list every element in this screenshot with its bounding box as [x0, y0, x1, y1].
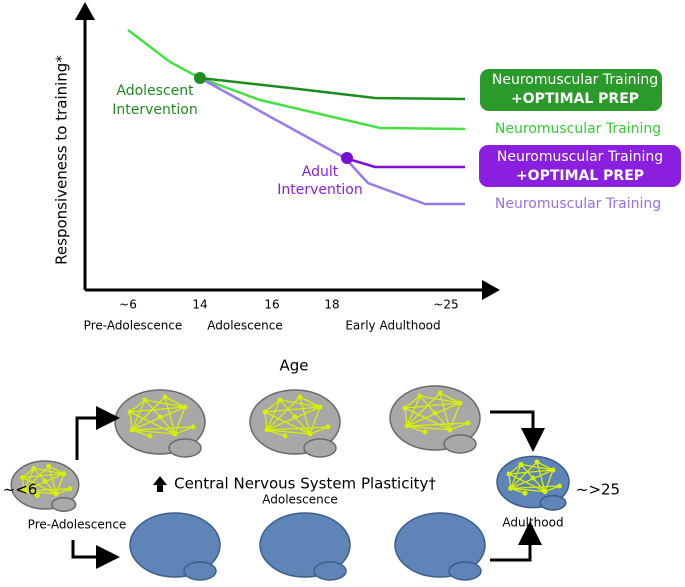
network-node: [162, 394, 168, 400]
network-node: [457, 400, 463, 406]
network-node: [31, 466, 37, 471]
network-node: [46, 463, 52, 469]
annotation: Intervention: [277, 182, 362, 198]
intervention-dot: [341, 152, 353, 164]
annotation: Adult: [302, 164, 339, 180]
intervention-dot: [194, 72, 206, 84]
network-node: [147, 433, 153, 439]
y-axis-label: Responsiveness to training*: [53, 55, 71, 265]
legend-label: Neuromuscular Training: [495, 196, 661, 212]
brain: [129, 512, 221, 578]
legend-label: Neuromuscular Training: [495, 121, 661, 137]
cerebellum: [313, 561, 347, 581]
stage-label: Pre-Adolescence: [28, 518, 127, 532]
x-tick-label: 16: [264, 298, 279, 312]
network-node: [307, 431, 313, 437]
legend-label: Neuromuscular Training: [492, 72, 658, 88]
age-label: ~>25: [576, 481, 620, 499]
network-node: [506, 471, 512, 477]
x-tick-label: 18: [324, 298, 339, 312]
annotation: Adolescent: [116, 83, 194, 99]
cerebellum: [51, 497, 77, 512]
cerebellum: [183, 561, 217, 581]
network-node: [35, 493, 40, 498]
brain-diagram: [10, 385, 570, 581]
network-node: [20, 475, 25, 480]
x-tick-label: ~6: [119, 298, 137, 312]
curve-nmt-prep-adolescent: [199, 76, 466, 101]
network-node: [282, 433, 288, 439]
network-node: [534, 459, 540, 465]
cerebellum: [448, 561, 482, 581]
network-node: [53, 491, 59, 497]
x-tick-label: 14: [192, 298, 207, 312]
plasticity-label: Central Nervous System Plasticity†: [174, 475, 436, 493]
network-node: [417, 393, 423, 399]
cerebellum: [443, 434, 477, 454]
brain: [394, 512, 486, 578]
cerebellum: [303, 438, 337, 458]
network-node: [542, 489, 548, 495]
cerebellum: [168, 438, 202, 458]
legend-box: [479, 145, 681, 187]
network-node: [556, 483, 562, 489]
stage-label: Adolescence: [207, 319, 283, 333]
x-tick-label: ~25: [433, 298, 458, 312]
network-node: [522, 490, 528, 496]
network-node: [404, 423, 410, 429]
network-node: [550, 467, 556, 473]
legend-label: Neuromuscular Training: [497, 149, 663, 165]
curve-nmt-prep-adult: [344, 156, 465, 169]
up-arrow: [153, 476, 167, 492]
stage-label: Adulthood: [502, 516, 563, 530]
network-node: [317, 404, 323, 410]
network-node: [530, 475, 536, 481]
age-label: ~<6: [3, 481, 38, 499]
network-node: [518, 461, 524, 467]
annotation: Intervention: [112, 102, 197, 118]
stage-label: Pre-Adolescence: [84, 319, 183, 333]
network-node: [42, 478, 48, 484]
arrow: [75, 2, 95, 20]
legend-label: +OPTIMAL PREP: [516, 168, 644, 184]
network-node: [157, 414, 163, 420]
cerebellum: [539, 494, 567, 511]
legend-box: [480, 69, 662, 111]
network-node: [432, 410, 438, 416]
network-node: [447, 427, 453, 433]
network-node: [127, 409, 133, 415]
network-node: [264, 427, 270, 433]
x-axis-label: Age: [279, 357, 308, 375]
flow-arrows: [71, 406, 545, 569]
network-node: [465, 420, 471, 426]
network-node: [182, 404, 188, 410]
network-node: [67, 486, 73, 492]
network-node: [402, 405, 408, 411]
network-node: [61, 471, 67, 477]
network-node: [508, 485, 514, 491]
network-node: [422, 429, 428, 435]
network-node: [190, 424, 196, 430]
brain: [259, 512, 351, 578]
curve-nmt-adult: [199, 76, 465, 206]
network-node: [129, 427, 135, 433]
network-node: [325, 424, 331, 430]
legend-label: +OPTIMAL PREP: [511, 91, 639, 107]
curve-nmt-adolescent: [127, 29, 466, 131]
network-node: [437, 390, 443, 396]
network-node: [172, 431, 178, 437]
network-node: [292, 414, 298, 420]
stage-label: Early Adulthood: [345, 319, 440, 333]
network-node: [262, 409, 268, 415]
network-node: [142, 397, 148, 403]
network-node: [297, 394, 303, 400]
network-node: [277, 397, 283, 403]
arrow: [482, 280, 500, 300]
stage-label: Adolescence: [262, 493, 338, 507]
network-node: [21, 488, 27, 494]
